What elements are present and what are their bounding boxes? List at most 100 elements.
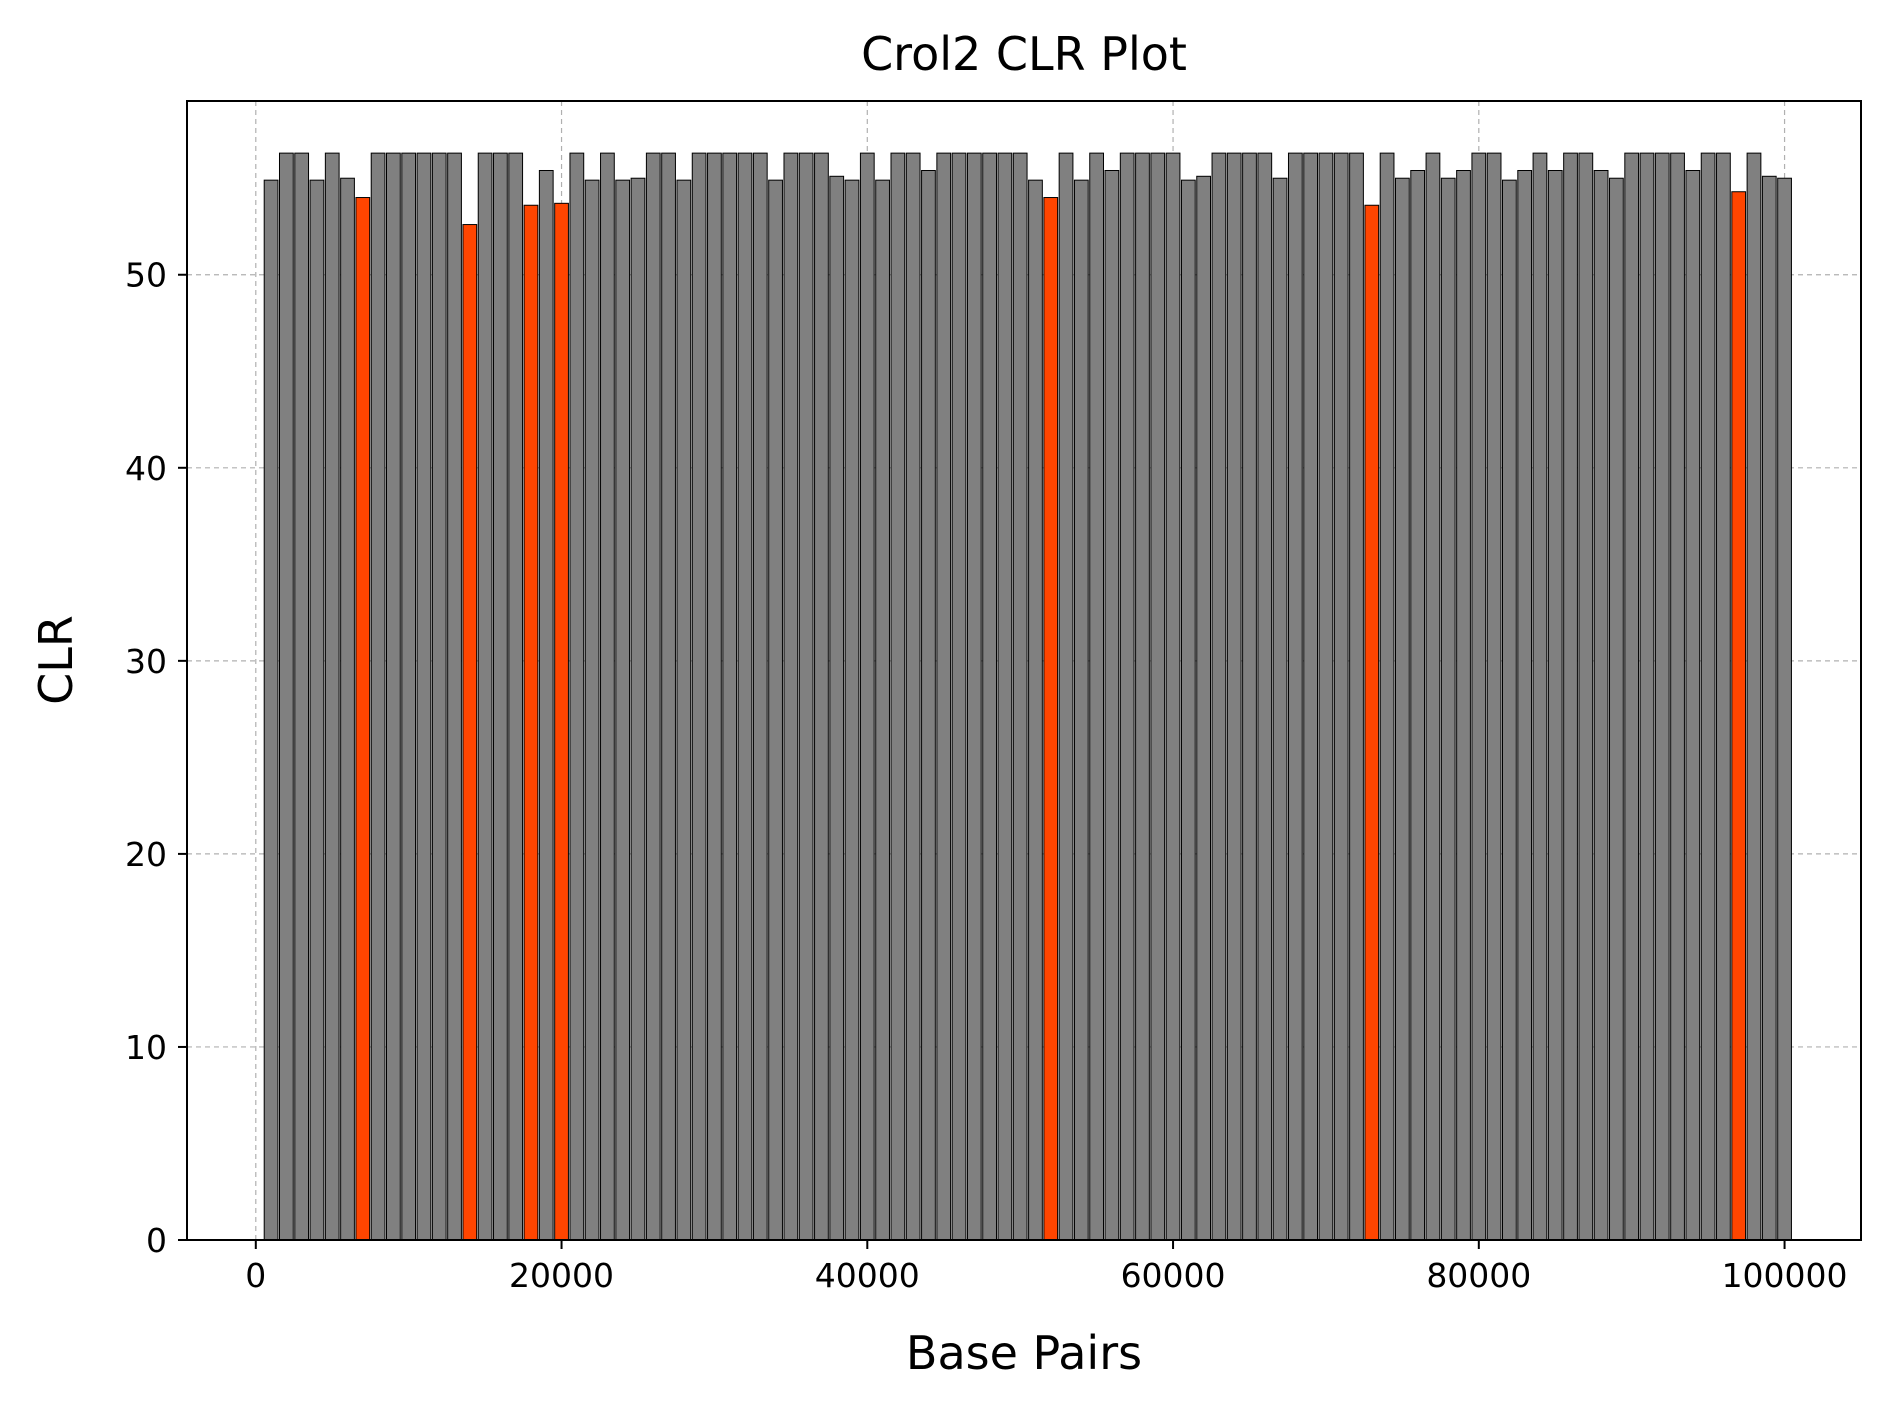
y-axis-label: CLR: [29, 615, 83, 705]
bar: [324, 152, 340, 1241]
bar: [1517, 169, 1533, 1241]
bar: [1089, 152, 1104, 1241]
bar: [477, 152, 493, 1241]
bar: [569, 152, 585, 1241]
bar: [508, 152, 524, 1241]
y-tick-label: 20: [125, 835, 167, 874]
bar: [1609, 177, 1624, 1241]
bar-highlight: [1043, 197, 1059, 1241]
bar: [1242, 152, 1257, 1241]
x-axis-label: Base Pairs: [906, 1326, 1142, 1380]
bar: [951, 152, 967, 1241]
x-tick-label: 0: [245, 1256, 266, 1295]
bar: [1654, 152, 1670, 1241]
bar: [1624, 152, 1640, 1241]
bar: [1486, 152, 1502, 1241]
bar: [278, 152, 294, 1241]
bar: [1456, 169, 1471, 1241]
bar: [1379, 152, 1395, 1241]
bar: [416, 152, 432, 1241]
bar: [1287, 152, 1303, 1241]
bar: [431, 152, 447, 1241]
bar: [722, 152, 738, 1241]
bar: [1073, 179, 1089, 1241]
y-tick-label: 30: [125, 642, 167, 681]
bar: [263, 179, 279, 1241]
bar: [982, 152, 997, 1241]
bar: [798, 152, 814, 1241]
bar: [1761, 175, 1777, 1241]
bar-highlight: [1731, 191, 1747, 1241]
bar: [1394, 177, 1410, 1241]
x-tick-label: 20000: [509, 1256, 614, 1295]
bar: [584, 179, 600, 1241]
bar: [936, 152, 952, 1241]
bar: [676, 179, 692, 1241]
bar: [386, 152, 401, 1241]
bar: [1303, 152, 1319, 1241]
bar-highlight: [523, 204, 539, 1241]
bar: [1104, 169, 1120, 1241]
bar: [1746, 152, 1762, 1241]
bar: [1777, 177, 1792, 1241]
bar: [1670, 152, 1685, 1241]
bar: [1547, 169, 1563, 1241]
x-axis-ticks: 0 20000 40000 60000 80000 100000: [245, 1240, 1848, 1295]
plot-frame: [186, 100, 1862, 1241]
bar: [768, 179, 783, 1241]
y-tick-label: 0: [146, 1221, 167, 1260]
bar: [1196, 175, 1212, 1241]
bar: [691, 152, 707, 1241]
bar: [921, 169, 936, 1241]
bar: [1685, 169, 1701, 1241]
bar: [1333, 152, 1349, 1241]
bar: [447, 152, 462, 1241]
bar: [645, 152, 661, 1241]
bar: [890, 152, 906, 1241]
x-tick-label: 40000: [815, 1256, 920, 1295]
bar: [1700, 152, 1716, 1241]
bar: [783, 152, 799, 1241]
bar: [1639, 152, 1655, 1241]
bar: [309, 179, 325, 1241]
bar: [1226, 152, 1242, 1241]
bar: [1578, 152, 1594, 1241]
bar: [1150, 152, 1166, 1241]
bar: [1532, 152, 1548, 1241]
bar: [707, 152, 722, 1241]
bar: [1211, 152, 1227, 1241]
y-tick-label: 40: [125, 449, 167, 488]
bar: [1716, 152, 1731, 1241]
bar: [737, 152, 753, 1241]
bar: [752, 152, 768, 1241]
x-tick-label: 80000: [1426, 1256, 1531, 1295]
bar: [844, 179, 860, 1241]
bar: [401, 152, 417, 1241]
bar: [1318, 152, 1334, 1241]
x-tick-label: 60000: [1121, 1256, 1226, 1295]
y-axis-ticks: 0 10 20 30 40 50: [125, 256, 187, 1260]
bar: [1180, 179, 1196, 1241]
x-tick-label: 100000: [1722, 1256, 1848, 1295]
bar: [966, 152, 982, 1241]
bar: [1349, 152, 1364, 1241]
bar: [1502, 179, 1517, 1241]
bar: [997, 152, 1013, 1241]
bar: [1028, 179, 1043, 1241]
bar: [829, 175, 845, 1241]
bar-highlight: [355, 197, 371, 1241]
bar-highlight: [554, 202, 569, 1241]
y-tick-label: 10: [125, 1028, 167, 1067]
bar: [493, 152, 508, 1241]
bar: [1012, 152, 1028, 1241]
bar: [340, 177, 355, 1241]
bar: [370, 152, 386, 1241]
bar: [1471, 152, 1487, 1241]
bar-highlight: [1364, 204, 1380, 1241]
bar: [294, 152, 310, 1241]
y-tick-label: 50: [125, 256, 167, 295]
bar: [859, 152, 875, 1241]
bar: [1410, 169, 1426, 1241]
bar: [1119, 152, 1135, 1241]
